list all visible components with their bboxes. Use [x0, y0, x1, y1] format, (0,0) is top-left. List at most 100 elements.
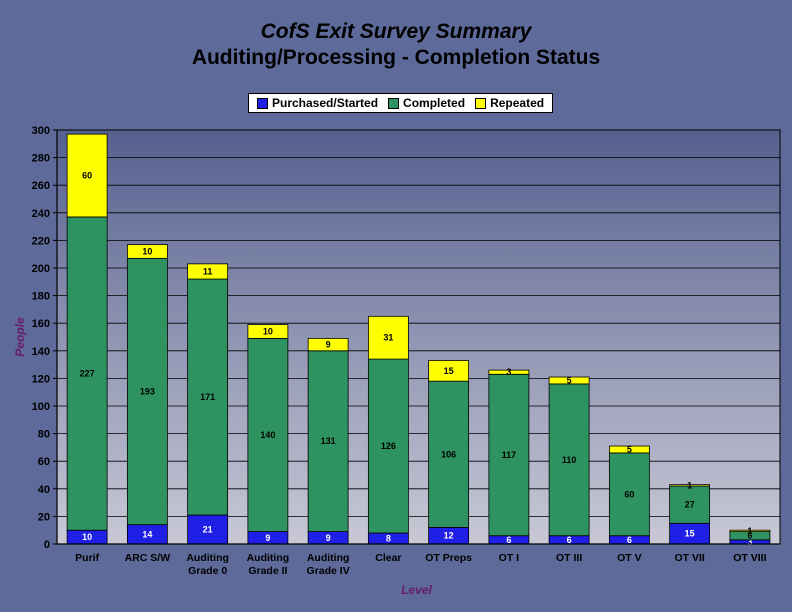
data-label: 227	[80, 369, 95, 379]
y-tick-label: 0	[44, 539, 50, 551]
x-tick-label: Auditing Grade IV	[307, 552, 350, 577]
data-label: 106	[441, 449, 456, 459]
y-tick-label: 260	[32, 180, 50, 192]
legend-label-repeated: Repeated	[490, 96, 545, 110]
gridlines	[57, 129, 780, 517]
data-label: 1	[747, 526, 752, 536]
legend-swatch-completed	[388, 97, 400, 109]
legend-swatch-purchased	[257, 97, 268, 109]
data-label: 14	[142, 529, 152, 539]
data-label: 9	[326, 340, 331, 350]
bar-segment	[126, 244, 168, 259]
bars: 1022760141931021171119140109131981263112…	[66, 133, 771, 547]
x-tick-label: OT III	[556, 552, 582, 564]
x-tick-label: Auditing Grade II	[247, 552, 290, 577]
x-tick-label: OT V	[617, 552, 642, 564]
data-label: 15	[444, 366, 454, 376]
legend-swatch-repeated	[475, 97, 487, 109]
x-tick-label: Clear	[375, 552, 401, 564]
data-label: 10	[263, 326, 273, 336]
y-tick-label: 140	[32, 346, 50, 358]
data-label: 12	[444, 531, 454, 541]
bar-segment	[247, 337, 289, 532]
chart-subtitle: Auditing/Processing - Completion Status	[191, 46, 601, 69]
y-tick-label: 280	[32, 153, 50, 165]
y-tick-label: 220	[32, 235, 50, 247]
y-axis-label: People	[13, 317, 27, 357]
y-tick-label: 240	[32, 208, 50, 220]
data-label: 110	[562, 455, 577, 465]
bar-segment	[187, 263, 229, 280]
data-label: 6	[506, 535, 511, 545]
data-label: 3	[506, 367, 511, 377]
data-label: 9	[326, 533, 331, 543]
data-label: 6	[567, 535, 572, 545]
bar-segment	[488, 373, 530, 537]
bar-segment	[488, 369, 530, 375]
data-label: 9	[265, 533, 270, 543]
data-label: 5	[627, 444, 632, 454]
y-tick-label: 20	[38, 511, 50, 523]
data-label: 31	[383, 333, 393, 343]
bar-segment	[66, 216, 108, 531]
y-tick-label: 40	[38, 484, 50, 496]
data-label: 11	[203, 266, 213, 276]
legend-label-completed: Completed	[403, 96, 466, 110]
y-tick-label: 160	[32, 318, 50, 330]
data-label: 27	[685, 500, 695, 510]
data-label: 5	[567, 375, 572, 385]
bar-segment	[247, 324, 289, 339]
x-tick-label: ARC S/W	[125, 552, 171, 564]
bar-segment	[66, 133, 108, 218]
x-tick-label: OT VIII	[733, 552, 766, 564]
data-label: 10	[82, 532, 92, 542]
y-tick-label: 120	[32, 373, 50, 385]
legend-item-repeated: Repeated	[475, 96, 544, 110]
data-label: 171	[200, 392, 215, 402]
data-label: 8	[386, 533, 391, 543]
bar-segment	[428, 360, 470, 382]
plot-background	[56, 129, 781, 545]
data-label: 10	[142, 246, 152, 256]
bar-segment	[126, 257, 168, 526]
bar-segment	[367, 315, 409, 360]
data-label: 131	[321, 436, 336, 446]
y-tick-label: 180	[32, 291, 50, 303]
x-tick-label: OT Preps	[425, 552, 472, 564]
bar-segment	[428, 380, 470, 528]
data-label: 60	[624, 489, 634, 499]
x-axis-label: Level	[401, 583, 432, 597]
bar-segment	[187, 514, 229, 545]
bar-segment	[307, 350, 349, 532]
x-tick-label: OT VII	[674, 552, 704, 564]
data-label: 21	[203, 525, 213, 535]
y-tick-label: 80	[38, 429, 50, 441]
legend-item-purchased: Purchased/Started	[257, 96, 378, 110]
y-tick-label: 200	[32, 263, 50, 275]
bar-segment	[669, 484, 711, 487]
legend-item-completed: Completed	[388, 96, 465, 110]
data-label: 3	[747, 537, 752, 547]
bar-segment	[307, 337, 349, 352]
x-tick-label: Auditing Grade 0	[186, 552, 229, 577]
data-label: 6	[747, 531, 752, 541]
x-tick-label: OT I	[499, 552, 519, 564]
bar-segment	[669, 485, 711, 524]
data-label: 140	[260, 430, 275, 440]
data-label: 15	[685, 529, 695, 539]
data-label: 60	[82, 171, 92, 181]
bar-segment	[187, 278, 229, 516]
data-label: 1	[687, 480, 692, 490]
legend-label-purchased: Purchased/Started	[272, 96, 379, 110]
data-label: 6	[627, 535, 632, 545]
y-tick-label: 60	[38, 456, 50, 468]
data-label: 193	[140, 387, 155, 397]
legend: Purchased/Started Completed Repeated	[248, 93, 554, 113]
bar-segment	[548, 376, 590, 385]
bar-segment	[608, 452, 650, 537]
bar-segment	[729, 529, 771, 532]
bar-segment	[367, 358, 409, 534]
x-axis-ticks: Purif ARC S/W Auditing Grade 0 Auditing Grade…	[75, 552, 766, 577]
